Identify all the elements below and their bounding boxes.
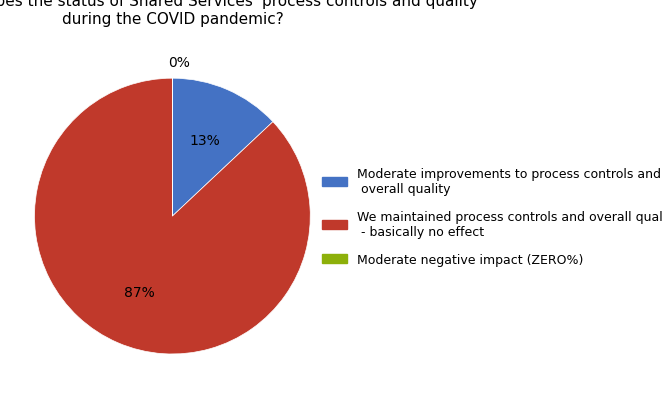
Legend: Moderate improvements to process controls and
 overall quality, We maintained pr: Moderate improvements to process control…: [316, 162, 663, 271]
Title: What best describes the status of Shared Services' process controls and quality
: What best describes the status of Shared…: [0, 0, 478, 27]
Text: 87%: 87%: [124, 285, 155, 299]
Text: 13%: 13%: [190, 134, 221, 148]
Text: 0%: 0%: [168, 55, 190, 69]
Wedge shape: [172, 79, 273, 217]
Wedge shape: [34, 79, 310, 354]
